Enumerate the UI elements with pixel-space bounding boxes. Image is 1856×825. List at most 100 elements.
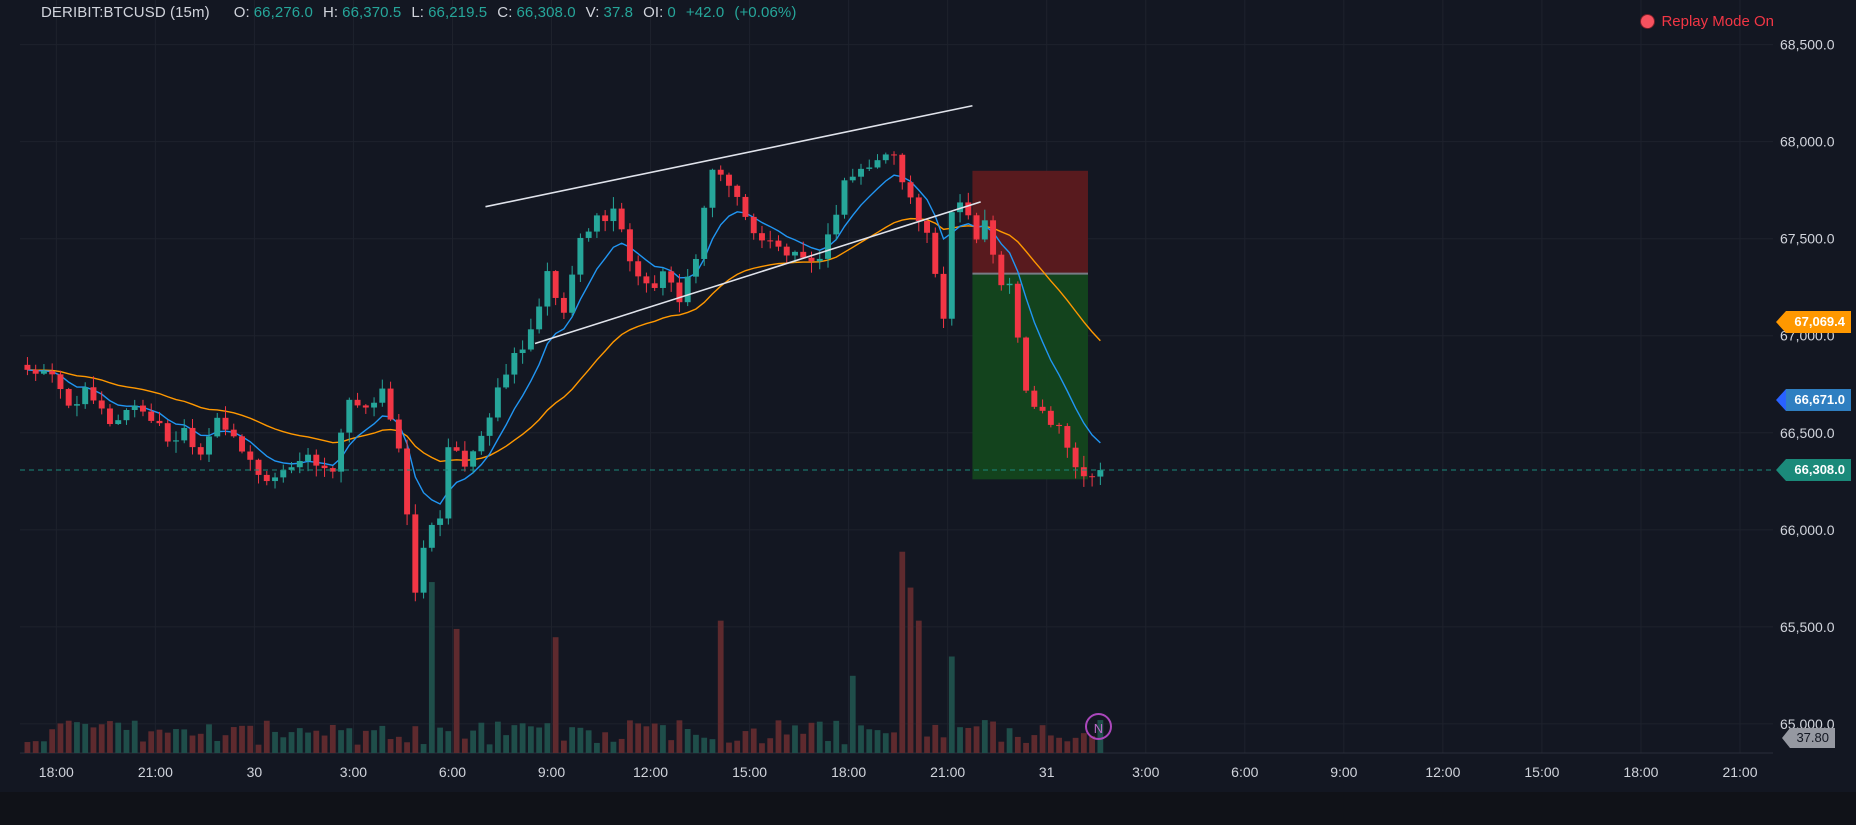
volume-bar bbox=[461, 738, 468, 753]
candle-body bbox=[338, 432, 345, 472]
price-chart[interactable]: 68,500.068,000.067,500.067,000.066,500.0… bbox=[0, 0, 1856, 792]
chart-area[interactable]: 68,500.0 68,000.0 67,500.0 67,000.0 66,500.0… bbox=[0, 0, 1856, 792]
candle-body bbox=[915, 197, 922, 221]
candle-body bbox=[82, 387, 89, 405]
candle-body bbox=[668, 271, 675, 283]
volume-bar bbox=[255, 744, 262, 753]
candle-body bbox=[981, 220, 988, 240]
change-value: +42.0 bbox=[685, 4, 725, 21]
volume-bar bbox=[420, 744, 427, 753]
candle-body bbox=[816, 258, 823, 262]
open-label: O: bbox=[233, 4, 250, 21]
candle-body bbox=[40, 371, 47, 374]
candle-body bbox=[362, 405, 369, 408]
volume-bar bbox=[437, 727, 443, 753]
candle-body bbox=[239, 436, 245, 452]
volume-bar bbox=[709, 739, 716, 753]
volume-bar bbox=[49, 729, 56, 753]
candle-body bbox=[189, 427, 196, 448]
candle-body bbox=[1039, 406, 1046, 411]
volume-bar bbox=[990, 721, 996, 753]
candle-body bbox=[329, 468, 336, 472]
candle-body bbox=[461, 450, 468, 467]
volume-bar bbox=[428, 582, 435, 753]
volume-bar bbox=[206, 724, 212, 753]
candle-body bbox=[701, 207, 708, 259]
volume-bar bbox=[263, 720, 270, 753]
volume-bar bbox=[98, 724, 105, 753]
volume-bar bbox=[412, 726, 419, 753]
x-tick-label: 18:00 bbox=[831, 764, 866, 780]
candle-body bbox=[24, 364, 31, 370]
volume-bar bbox=[948, 656, 955, 753]
candle-body bbox=[346, 399, 353, 433]
volume-bar bbox=[561, 740, 567, 753]
ohlc-header: DERIBIT:BTCUSD (15m) O: 66,276.0 H: 66,370… bbox=[41, 4, 796, 21]
candle-body bbox=[676, 282, 683, 303]
volume-bar bbox=[197, 733, 204, 753]
candle-body bbox=[1056, 424, 1063, 427]
news-marker-icon[interactable]: N bbox=[1085, 713, 1112, 740]
candle-body bbox=[990, 220, 997, 255]
candle-body bbox=[725, 174, 732, 186]
candle-body bbox=[230, 429, 237, 437]
candle-body bbox=[932, 232, 939, 274]
candle-body bbox=[709, 169, 716, 208]
replay-indicator[interactable]: Replay Mode On bbox=[1641, 13, 1774, 30]
candle-body bbox=[379, 388, 386, 403]
candle-body bbox=[296, 461, 303, 468]
volume-bar bbox=[808, 722, 815, 753]
volume-bar bbox=[1072, 737, 1079, 753]
candle-body bbox=[494, 387, 501, 418]
volume-bar bbox=[858, 725, 864, 753]
candle-body bbox=[882, 154, 889, 161]
volume-bar bbox=[841, 744, 848, 753]
volume-bar bbox=[536, 727, 543, 753]
candle-body bbox=[610, 208, 617, 222]
candle-body bbox=[560, 297, 567, 313]
candle-body bbox=[544, 271, 551, 307]
candle-body bbox=[1089, 476, 1096, 478]
volume-bar bbox=[594, 742, 600, 753]
candle-body bbox=[684, 276, 691, 303]
symbol-label[interactable]: DERIBIT:BTCUSD (15m) bbox=[41, 4, 210, 21]
x-tick-label: 9:00 bbox=[538, 764, 565, 780]
volume-bar bbox=[404, 742, 410, 753]
volume-bar bbox=[577, 727, 584, 753]
volume-bar bbox=[173, 729, 179, 753]
bottom-toolbar bbox=[0, 792, 1856, 825]
candle-body bbox=[618, 208, 625, 230]
candle-body bbox=[1006, 283, 1013, 286]
x-tick-label: 15:00 bbox=[1524, 764, 1559, 780]
volume-bar bbox=[354, 744, 361, 753]
candle-body bbox=[808, 257, 815, 262]
y-tick-label: 67,500.0 bbox=[1780, 231, 1835, 247]
low-label: L: bbox=[411, 4, 425, 21]
candle-body bbox=[593, 215, 600, 232]
candle-body bbox=[635, 261, 642, 277]
x-tick-label: 21:00 bbox=[1722, 764, 1757, 780]
candle-body bbox=[156, 420, 163, 424]
candle-body bbox=[412, 514, 419, 593]
volume-bar bbox=[965, 727, 972, 753]
volume-bar bbox=[1080, 733, 1087, 753]
volume-bar bbox=[668, 740, 675, 753]
y-tick-label: 65,500.0 bbox=[1780, 619, 1835, 635]
ema-fast-price-tag: 66,671.0 bbox=[1776, 388, 1851, 411]
candle-body bbox=[173, 440, 179, 442]
volume-bar bbox=[783, 734, 790, 753]
volume-bar bbox=[140, 741, 146, 753]
volume-bar bbox=[41, 741, 47, 753]
candle-body bbox=[164, 423, 171, 442]
volume-bar bbox=[717, 620, 724, 753]
volume-bar bbox=[395, 736, 402, 753]
volume-bar bbox=[792, 725, 798, 753]
candle-body bbox=[742, 196, 749, 217]
x-tick-label: 15:00 bbox=[732, 764, 767, 780]
stop-loss-zone bbox=[972, 170, 1088, 274]
volume-bar bbox=[833, 720, 840, 753]
last-price-tag: 66,308.0 bbox=[1776, 459, 1851, 482]
x-tick-label: 9:00 bbox=[1330, 764, 1357, 780]
candle-body bbox=[858, 168, 864, 177]
candle-body bbox=[569, 274, 576, 313]
